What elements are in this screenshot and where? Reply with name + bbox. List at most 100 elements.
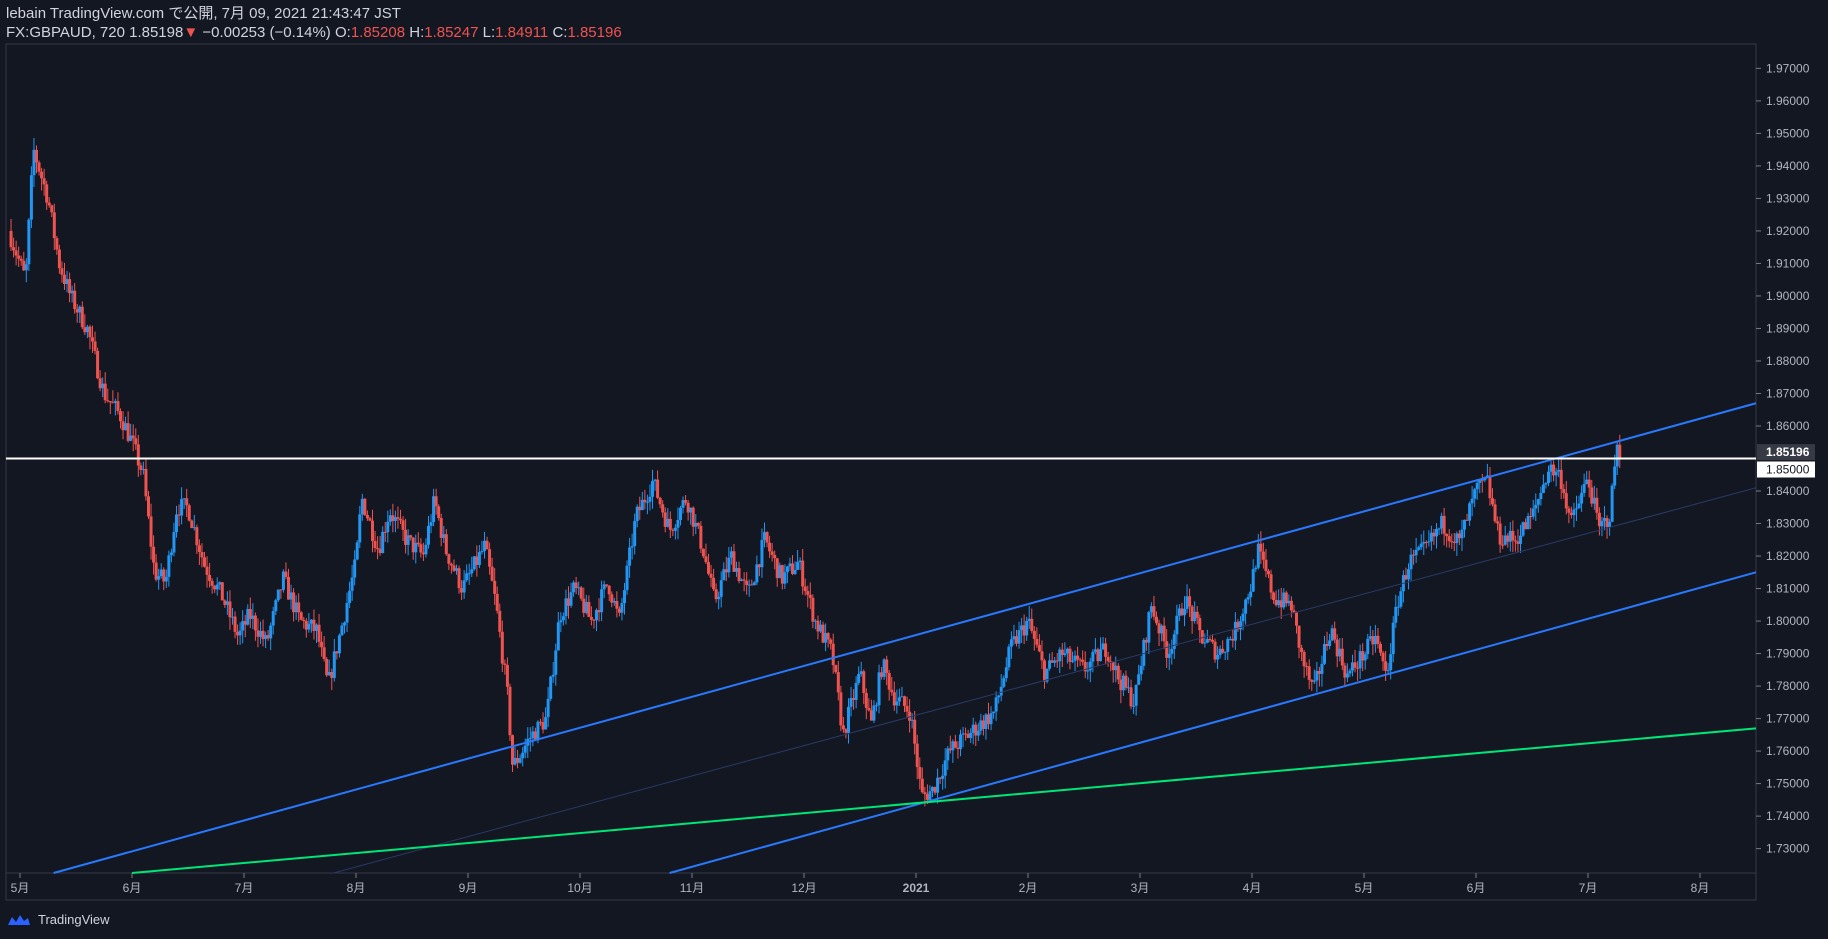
candle-body xyxy=(844,729,848,733)
candle-body xyxy=(1014,636,1018,644)
candle xyxy=(831,633,835,674)
trendline-green-support xyxy=(131,727,1757,874)
candle-body xyxy=(1498,523,1502,545)
candle-body xyxy=(793,569,797,574)
y-tick-label: 1.91000 xyxy=(1766,256,1810,270)
candle xyxy=(1343,662,1347,686)
candle xyxy=(1002,675,1006,689)
y-tick-label: 1.77000 xyxy=(1766,712,1810,726)
candle-body xyxy=(434,496,438,507)
candle-body xyxy=(444,534,448,555)
candle-body xyxy=(1356,667,1360,669)
candle-body xyxy=(1251,569,1255,592)
candle xyxy=(913,710,917,755)
candle-body xyxy=(368,518,372,521)
candle xyxy=(228,590,232,630)
candle-body xyxy=(190,520,194,529)
candle xyxy=(1475,479,1479,500)
candle xyxy=(1244,598,1248,625)
time-axis[interactable]: 5月 6月 7月 8月 9月 10月 11月 12月 2021 2月 3月 4月 5月 6月 7月 8月 xyxy=(11,873,1710,895)
candle-body xyxy=(816,620,820,632)
candle xyxy=(956,741,960,759)
candle-body xyxy=(737,568,741,581)
candle-body xyxy=(1322,643,1326,664)
candle-body xyxy=(1121,675,1125,691)
candle xyxy=(1585,471,1589,485)
candle xyxy=(1058,647,1062,674)
candle-body xyxy=(1427,541,1431,543)
candle-body xyxy=(974,724,978,736)
candle xyxy=(533,727,537,741)
candle-body xyxy=(480,550,484,553)
candle xyxy=(462,570,466,599)
candle xyxy=(1366,633,1370,659)
candle xyxy=(508,683,512,741)
candle xyxy=(910,713,914,729)
candle xyxy=(444,529,448,556)
candle-body xyxy=(177,514,181,516)
candle-body xyxy=(1437,528,1441,530)
candle-body xyxy=(1404,575,1408,580)
candle xyxy=(1307,659,1311,690)
candle xyxy=(1511,520,1515,553)
candle-body xyxy=(467,573,471,575)
candle xyxy=(747,579,751,597)
candle xyxy=(1294,611,1298,634)
candle xyxy=(498,603,502,638)
candle-body xyxy=(589,616,593,620)
candle-body xyxy=(22,260,26,271)
candle-body xyxy=(419,544,423,553)
candle-body xyxy=(477,552,481,566)
candle-body xyxy=(518,758,522,763)
candle-body xyxy=(1562,489,1566,494)
candle-body xyxy=(880,672,884,677)
candle xyxy=(309,619,313,633)
candle xyxy=(821,621,825,644)
candle-body xyxy=(846,706,850,733)
candle-body xyxy=(801,560,805,587)
candle xyxy=(37,160,41,176)
candle xyxy=(633,513,637,555)
candle xyxy=(330,668,334,691)
candle-body xyxy=(1042,660,1046,682)
candle xyxy=(1468,501,1472,526)
candle xyxy=(65,270,69,293)
candle-body xyxy=(1340,648,1344,666)
candle-body xyxy=(897,697,901,702)
candle-body xyxy=(1007,646,1011,668)
candle-body xyxy=(424,544,428,555)
candle-body xyxy=(1475,482,1479,490)
candle xyxy=(261,619,265,647)
candle xyxy=(192,514,196,531)
candle xyxy=(1109,655,1113,672)
candle xyxy=(1004,657,1008,682)
price-axis[interactable]: 1.97000 1.96000 1.95000 1.94000 1.93000 1.920… xyxy=(1756,61,1815,856)
candle xyxy=(1048,653,1052,671)
tradingview-logo-icon xyxy=(8,914,30,925)
candle xyxy=(1086,662,1090,680)
candle-body xyxy=(1554,471,1558,476)
candle-body xyxy=(62,274,66,285)
candle xyxy=(177,504,181,527)
candle-body xyxy=(719,580,723,597)
candle xyxy=(358,505,362,549)
candle-body xyxy=(101,383,105,389)
candle xyxy=(722,562,726,581)
candle xyxy=(1221,640,1225,654)
candle-body xyxy=(498,610,502,632)
candle xyxy=(612,597,616,606)
candle-body xyxy=(892,692,896,706)
candle xyxy=(818,620,822,633)
candle xyxy=(1144,637,1148,651)
down-arrow-icon: ▼ xyxy=(183,24,199,41)
candle xyxy=(286,568,290,600)
candle xyxy=(890,676,894,696)
candle-body xyxy=(1060,649,1064,655)
candle-body xyxy=(1195,611,1199,619)
candle-body xyxy=(304,621,308,630)
candle-body xyxy=(205,566,209,575)
candle-body xyxy=(650,480,654,497)
candle-body xyxy=(857,673,861,683)
candle xyxy=(839,685,843,732)
